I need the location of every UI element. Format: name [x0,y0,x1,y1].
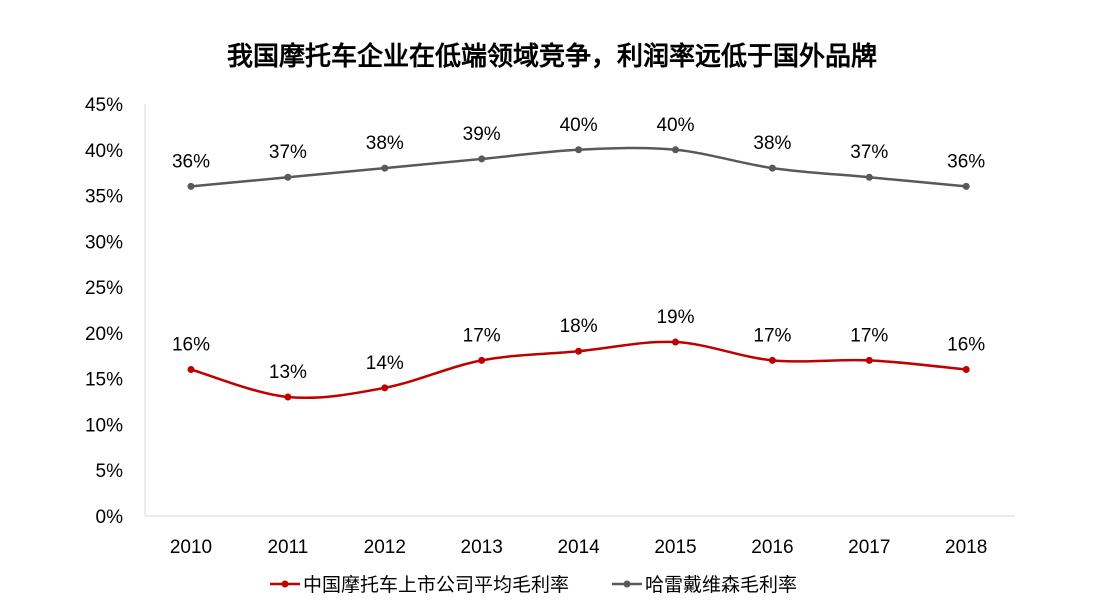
chart-title: 我国摩托车企业在低端领域竞争，利润率远低于国外品牌 [226,42,877,72]
y-tick-label: 35% [85,187,123,208]
y-tick-label: 15% [85,370,123,391]
data-point [672,338,679,346]
data-label: 36% [172,151,210,172]
data-point [478,356,486,364]
data-label: 13% [269,362,307,383]
y-tick-label: 5% [96,461,124,482]
data-label: 18% [560,316,598,337]
data-point [768,356,776,364]
x-tick-label: 2017 [848,537,890,558]
data-point [187,182,195,190]
x-tick-label: 2016 [751,537,793,558]
y-tick-label: 0% [96,507,124,528]
data-point [865,173,873,181]
y-tick-label: 20% [85,324,123,345]
y-tick-label: 45% [85,95,123,116]
x-tick-label: 2010 [170,537,212,558]
x-tick-label: 2018 [945,537,987,558]
data-point [284,393,292,401]
legend-marker-1 [623,580,631,588]
data-point [962,366,970,374]
data-label: 17% [753,325,791,346]
data-label: 40% [656,115,694,136]
data-point [478,155,486,163]
data-point [187,366,195,374]
y-tick-label: 40% [85,141,123,162]
x-tick-label: 2011 [267,537,308,558]
data-point [575,347,583,355]
x-tick-label: 2014 [557,537,600,558]
data-label: 17% [463,325,501,346]
data-label: 19% [656,307,694,328]
y-tick-label: 10% [85,415,123,436]
legend-label: 哈雷戴维森毛利率 [645,574,797,596]
legend-label: 中国摩托车上市公司平均毛利率 [303,574,569,596]
data-point [575,146,583,154]
data-point [381,384,389,392]
data-label: 38% [366,133,404,154]
data-label: 37% [850,142,888,163]
data-label: 36% [947,151,985,172]
data-label: 39% [463,124,501,145]
data-point [284,173,292,181]
data-point [768,164,776,172]
x-tick-label: 2012 [364,537,406,558]
x-tick-label: 2013 [461,537,503,558]
data-point [381,164,389,172]
data-label: 40% [560,115,598,136]
data-point [962,182,970,190]
data-label: 38% [753,133,791,154]
data-label: 37% [269,142,307,163]
data-point [672,146,679,154]
data-label: 14% [366,353,404,374]
data-label: 16% [947,335,985,356]
legend-marker-0 [281,580,289,588]
data-point [865,356,873,364]
y-tick-label: 25% [85,278,123,299]
data-label: 17% [850,325,888,346]
x-tick-label: 2015 [654,537,696,558]
data-label: 16% [172,335,210,356]
y-tick-label: 30% [85,232,123,253]
